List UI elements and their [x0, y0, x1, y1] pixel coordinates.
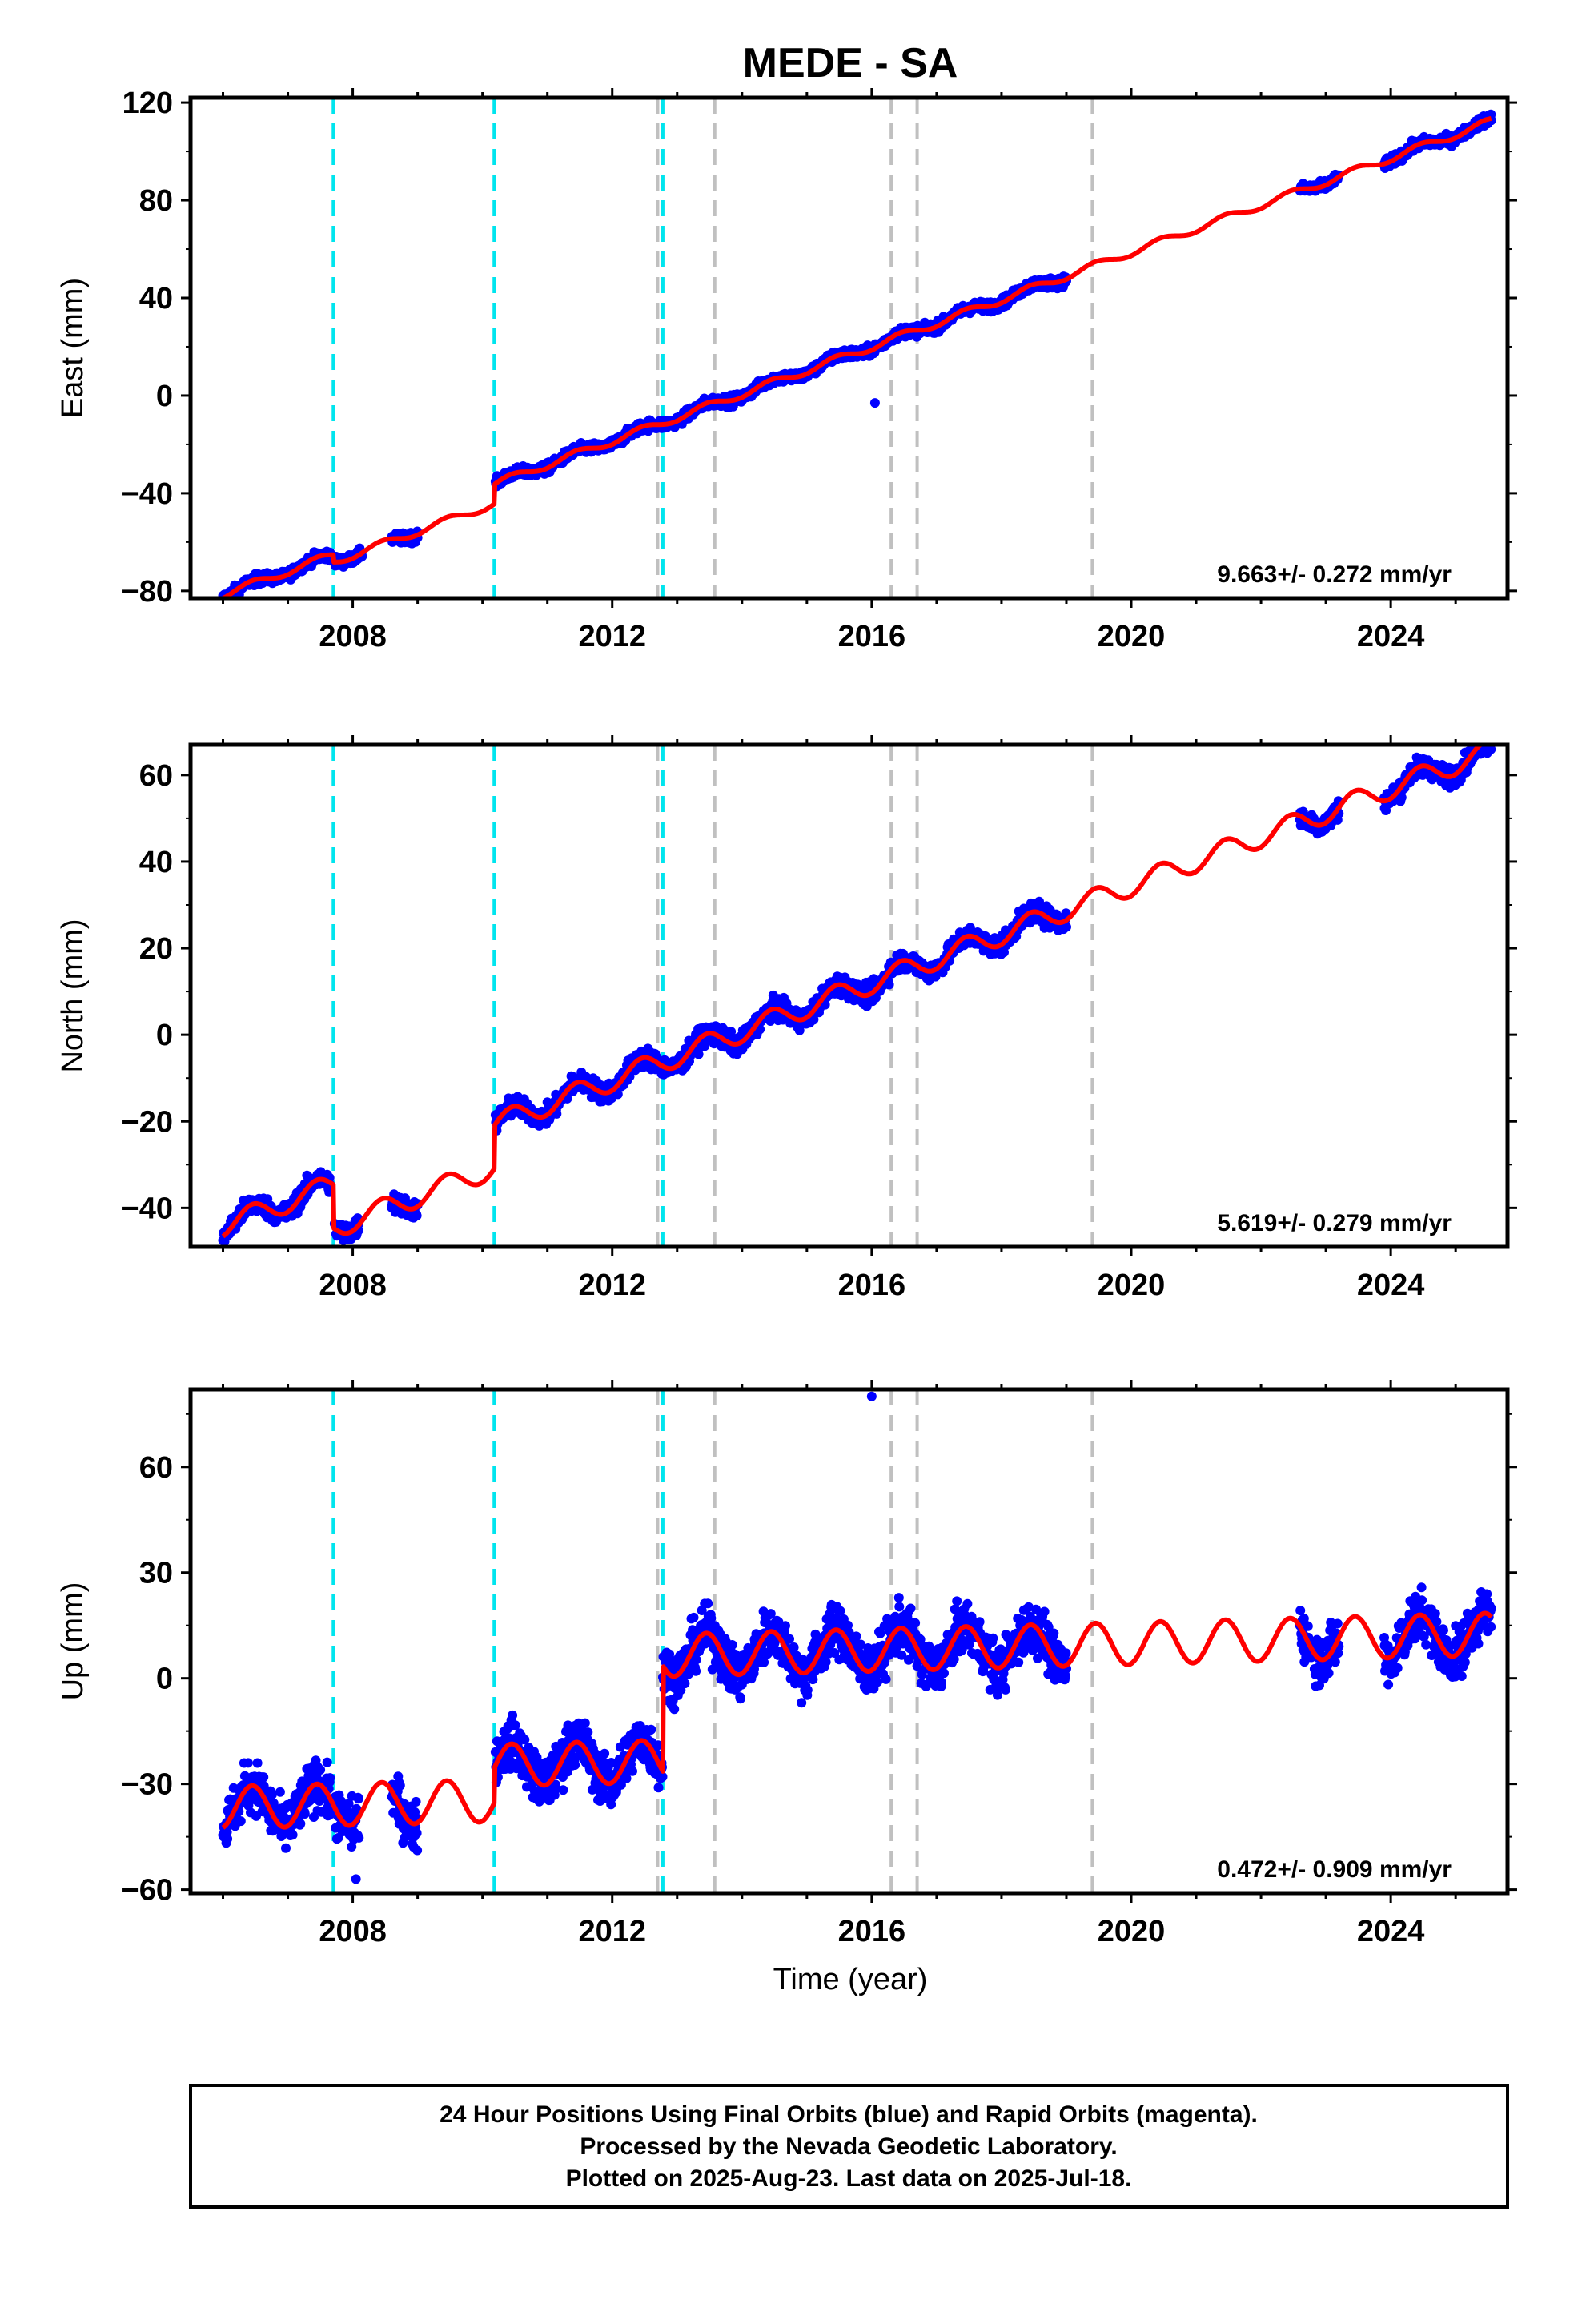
x-tick-label: 2016	[838, 620, 906, 653]
x-tick-label: 2016	[838, 1269, 906, 1302]
data-point	[395, 1780, 405, 1791]
data-point	[281, 1843, 291, 1853]
data-point	[315, 1765, 326, 1775]
data-point	[411, 1796, 421, 1807]
y-tick-label: 80	[139, 184, 173, 218]
model-fit-line-east	[221, 115, 1493, 598]
x-tick-label: 2024	[1357, 620, 1425, 653]
rate-label-east: 9.663+/- 0.272 mm/yr	[1217, 561, 1452, 588]
data-point	[243, 1758, 253, 1768]
y-axis-label-east: East (mm)	[56, 278, 90, 418]
data-point	[412, 1845, 423, 1856]
data-point	[235, 1816, 246, 1827]
data-point	[412, 1828, 422, 1839]
data-point	[510, 1720, 520, 1731]
data-point	[412, 1211, 422, 1220]
data-point	[223, 1834, 233, 1844]
y-tick-label: 0	[156, 1019, 173, 1052]
data-point	[325, 1773, 335, 1783]
panel-east: −80 −40 0 40 80 120 2008 2012 2016 2020 2024 East (…	[56, 86, 1517, 653]
data-point	[884, 979, 894, 990]
data-point	[295, 1819, 306, 1829]
y-tick-label: −80	[122, 575, 173, 609]
y-tick-label: −40	[122, 1192, 173, 1225]
plot-area-east	[218, 98, 1496, 598]
data-point	[275, 1787, 285, 1797]
data-point	[354, 1832, 364, 1843]
x-tick-label: 2020	[1098, 620, 1166, 653]
data-point	[252, 1758, 263, 1768]
y-tick-label: −20	[122, 1105, 173, 1139]
rate-label-north: 5.619+/- 0.279 mm/yr	[1217, 1210, 1452, 1236]
data-point	[299, 1809, 310, 1819]
data-point	[287, 1830, 298, 1840]
y-tick-label: 120	[122, 86, 173, 120]
plot-area-north	[218, 745, 1496, 1247]
x-tick-label: 2012	[578, 1269, 646, 1302]
y-axis-label-north: North (mm)	[56, 919, 90, 1072]
panel-north: −40 −20 0 20 40 60 2008 2012 2016 2020 2024 North (…	[56, 735, 1517, 1302]
x-tick-label: 2008	[319, 1269, 387, 1302]
data-point	[508, 1710, 518, 1720]
data-point	[353, 1794, 363, 1804]
data-point	[259, 1772, 269, 1783]
panels: −80 −40 0 40 80 120 2008 2012 2016 2020 2024 East (…	[56, 86, 1517, 1948]
y-tick-label: 60	[139, 759, 173, 793]
x-tick-label: 2008	[319, 620, 387, 653]
x-tick-label: 2020	[1098, 1269, 1166, 1302]
y-tick-label: 40	[139, 846, 173, 879]
chart-title: MEDE - SA	[743, 40, 958, 86]
y-tick-label: −40	[122, 477, 173, 511]
y-tick-label: 20	[139, 932, 173, 966]
x-tick-label: 2024	[1357, 1269, 1425, 1302]
x-tick-label: 2012	[578, 620, 646, 653]
y-tick-label: 40	[139, 282, 173, 316]
outlier-point-0	[869, 398, 880, 408]
y-tick-label: 0	[156, 380, 173, 413]
panel-frame-east	[188, 95, 1510, 601]
data-point	[322, 1757, 332, 1767]
